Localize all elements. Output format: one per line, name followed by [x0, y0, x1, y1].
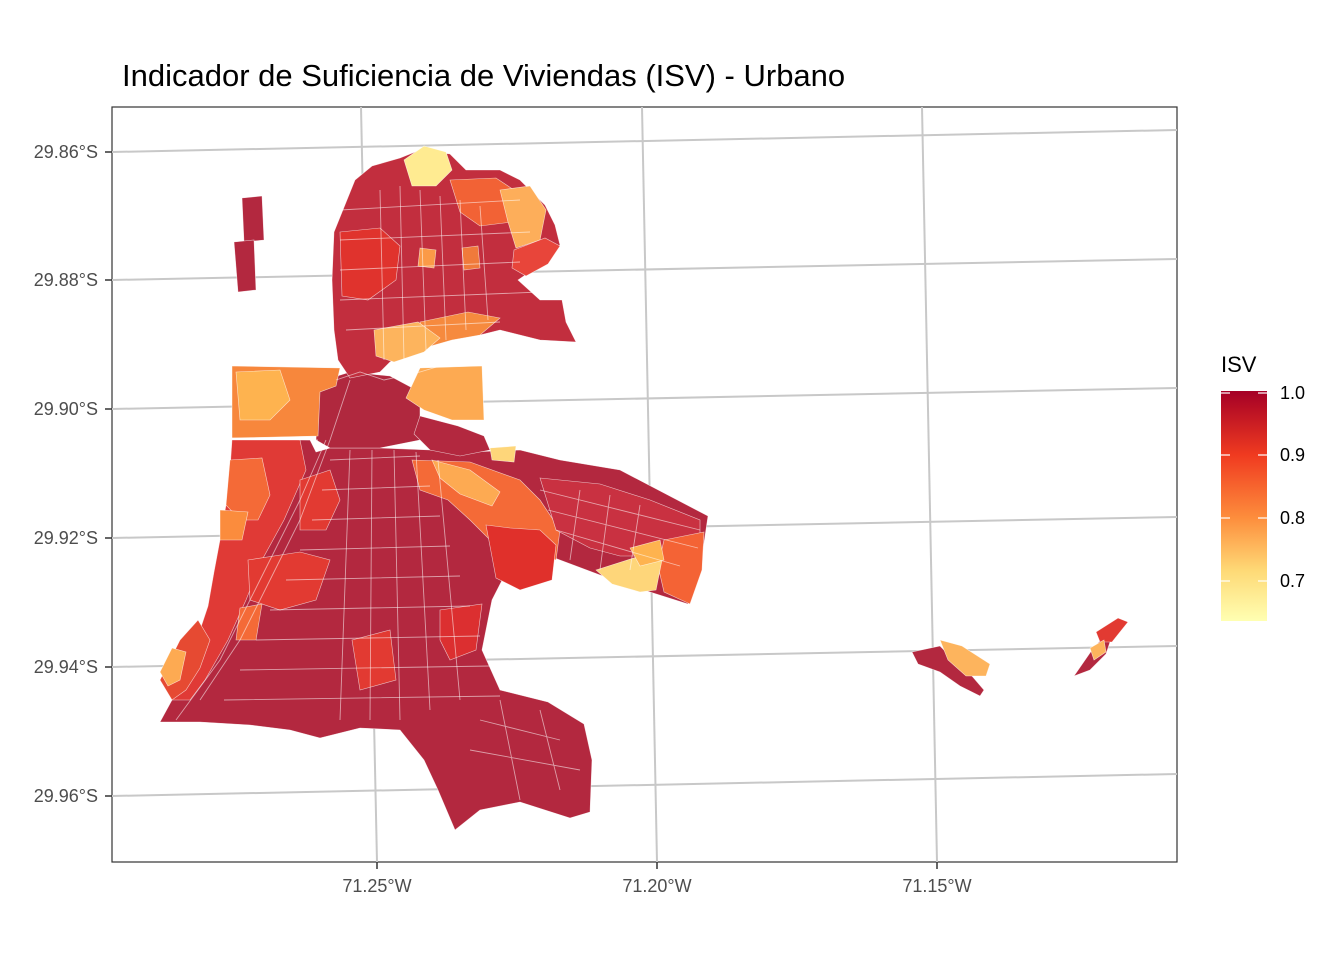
- region-east-upper: [413, 415, 491, 457]
- grid-line-lat-1: [112, 129, 1177, 153]
- x-tick-label-2: 71.20°W: [622, 876, 691, 896]
- region-north-red: [339, 227, 401, 301]
- y-tick-label-4: 29.92°S: [34, 528, 98, 548]
- region-north-spot-2: [417, 247, 437, 269]
- highway-line: [175, 439, 327, 721]
- river-line: [335, 349, 501, 381]
- legend-label-3: 0.8: [1280, 508, 1305, 528]
- map-regions: [159, 145, 1129, 831]
- region-east-satellite-2-light: [1089, 639, 1107, 661]
- legend-label-4: 0.7: [1280, 571, 1305, 591]
- region-north-mid-light: [373, 321, 441, 363]
- chart-title: Indicador de Suficiencia de Viviendas (I…: [122, 58, 845, 93]
- x-tick-label-1: 71.25°W: [342, 876, 411, 896]
- street-network: [175, 185, 701, 801]
- region-east-light-edge: [629, 539, 665, 567]
- region-mid-light: [405, 365, 485, 421]
- y-tick-label-3: 29.90°S: [34, 399, 98, 419]
- y-tick-label-2: 29.88°S: [34, 270, 98, 290]
- region-nw-tract-1: [241, 195, 265, 243]
- region-coast-orange-1: [225, 457, 271, 521]
- region-north-spot-1: [461, 245, 481, 271]
- region-north-tip: [403, 145, 453, 187]
- region-south-red-2: [299, 469, 341, 531]
- y-tick-label-1: 29.86°S: [34, 142, 98, 162]
- legend-colorbar: [1221, 391, 1267, 621]
- legend-label-2: 0.9: [1280, 445, 1305, 465]
- east-west-avenue: [231, 437, 319, 441]
- legend-label-1: 1.0: [1280, 383, 1305, 403]
- y-axis: 29.86°S 29.88°S 29.90°S 29.92°S 29.94°S …: [34, 142, 112, 806]
- region-south-red-4: [351, 629, 397, 691]
- map-panel: 29.86°S 29.88°S 29.90°S 29.92°S 29.94°S …: [34, 106, 1178, 896]
- region-nw-tract-2: [233, 239, 257, 293]
- region-south-red-3: [439, 603, 483, 661]
- grid-line-lon-3: [921, 107, 938, 862]
- legend-title: ISV: [1221, 352, 1257, 377]
- y-tick-label-6: 29.96°S: [34, 786, 98, 806]
- y-tick-label-5: 29.94°S: [34, 657, 98, 677]
- region-east-red-block: [485, 524, 557, 591]
- region-coast-orange-2: [219, 509, 249, 541]
- region-east-satellite-1-light: [939, 639, 991, 677]
- legend: ISV 1.0 0.9 0.8 0.7: [1221, 352, 1305, 621]
- region-coast-sw-light: [159, 647, 187, 687]
- x-tick-label-3: 71.15°W: [902, 876, 971, 896]
- x-axis: 71.25°W 71.20°W 71.15°W: [342, 862, 972, 896]
- region-north-east-red: [511, 237, 561, 277]
- grid-line-lon-2: [641, 107, 658, 862]
- region-west-center-light: [235, 369, 291, 421]
- grid-line-lat-6: [112, 773, 1177, 797]
- region-east-top-light: [489, 445, 517, 463]
- region-east-satellite-2-red: [1095, 617, 1129, 643]
